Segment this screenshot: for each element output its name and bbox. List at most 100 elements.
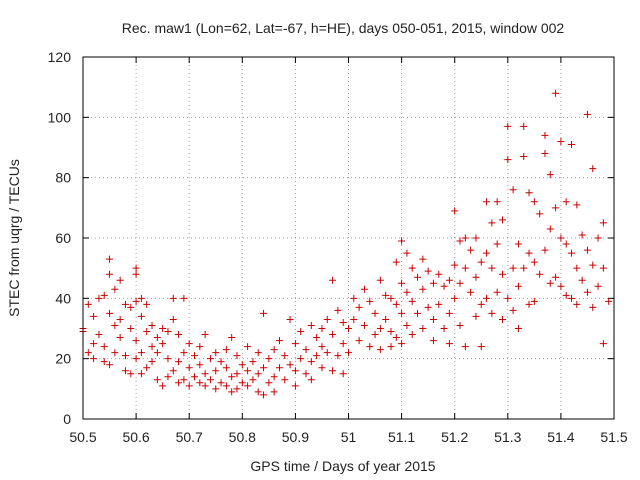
data-point [509,264,517,272]
data-point [408,297,416,305]
data-points [79,89,613,399]
data-point [137,294,145,302]
data-point [498,270,506,278]
data-point [334,306,342,314]
data-point [339,370,347,378]
data-point [297,328,305,336]
data-point [477,258,485,266]
data-point [488,264,496,272]
data-point [424,267,432,275]
data-point [148,343,156,351]
data-point [270,346,278,354]
data-point [100,291,108,299]
data-point [159,340,167,348]
data-point [392,300,400,308]
data-point [222,382,230,390]
data-point [206,376,214,384]
data-point [557,137,565,145]
data-point [116,334,124,342]
data-point [291,340,299,348]
data-point [121,300,129,308]
data-point [84,300,92,308]
data-point [408,264,416,272]
data-point [360,285,368,293]
data-point [530,297,538,305]
data-point [153,349,161,357]
x-tick-label: 50.7 [176,429,203,445]
data-point [419,325,427,332]
data-point [201,331,209,339]
data-point [260,309,268,317]
data-point [180,294,188,302]
data-point [594,234,602,242]
data-point [530,198,538,206]
data-point [483,249,491,257]
data-point [345,325,352,332]
data-point [376,346,384,354]
data-point [111,285,119,293]
data-point [403,321,411,329]
x-tick-label: 51.4 [547,429,574,445]
data-point [111,321,119,329]
data-point [345,349,352,357]
data-point [541,246,549,254]
chart-title: Rec. maw1 (Lon=62, Lat=-67, h=HE), days … [122,20,565,36]
data-point [307,321,315,329]
data-point [451,261,459,269]
data-point [371,309,379,317]
data-point [451,207,459,215]
data-point [589,165,597,173]
data-point [509,186,517,194]
data-point [159,325,167,332]
data-point [153,334,161,342]
data-point [414,309,422,317]
y-tick-label: 60 [55,230,71,246]
x-tick-label: 50.9 [282,429,309,445]
data-point [525,249,533,257]
data-point [376,325,384,332]
data-point [249,376,257,384]
data-point [132,297,140,305]
data-point [175,331,183,339]
data-point [568,140,576,148]
data-point [260,364,268,372]
data-point [265,355,273,363]
data-point [106,270,114,278]
x-tick-label: 51.3 [494,429,521,445]
data-point [281,352,289,360]
data-point [132,264,140,272]
data-point [493,288,501,296]
y-tick-label: 100 [48,109,72,125]
data-point [488,219,496,227]
data-point [440,282,448,290]
data-point [286,361,294,369]
data-point [525,189,533,197]
plot-frame [82,56,615,420]
data-point [398,309,406,317]
data-point [360,321,368,329]
data-point [249,358,257,366]
data-point [244,382,252,390]
data-point [313,334,321,342]
data-point [228,373,236,381]
data-point [387,343,395,351]
data-point [254,370,262,378]
data-point [217,379,225,387]
data-point [514,240,522,248]
data-point [514,325,522,332]
data-point [504,122,512,130]
data-point [498,315,506,323]
data-point [164,373,172,381]
data-point [387,294,395,302]
data-point [222,364,230,372]
data-point [552,89,560,97]
data-point [557,282,565,290]
data-point [148,321,156,329]
data-point [95,331,103,339]
data-point [275,337,283,345]
data-point [594,282,602,290]
data-point [217,358,225,366]
data-point [520,122,528,130]
data-point [302,346,310,354]
